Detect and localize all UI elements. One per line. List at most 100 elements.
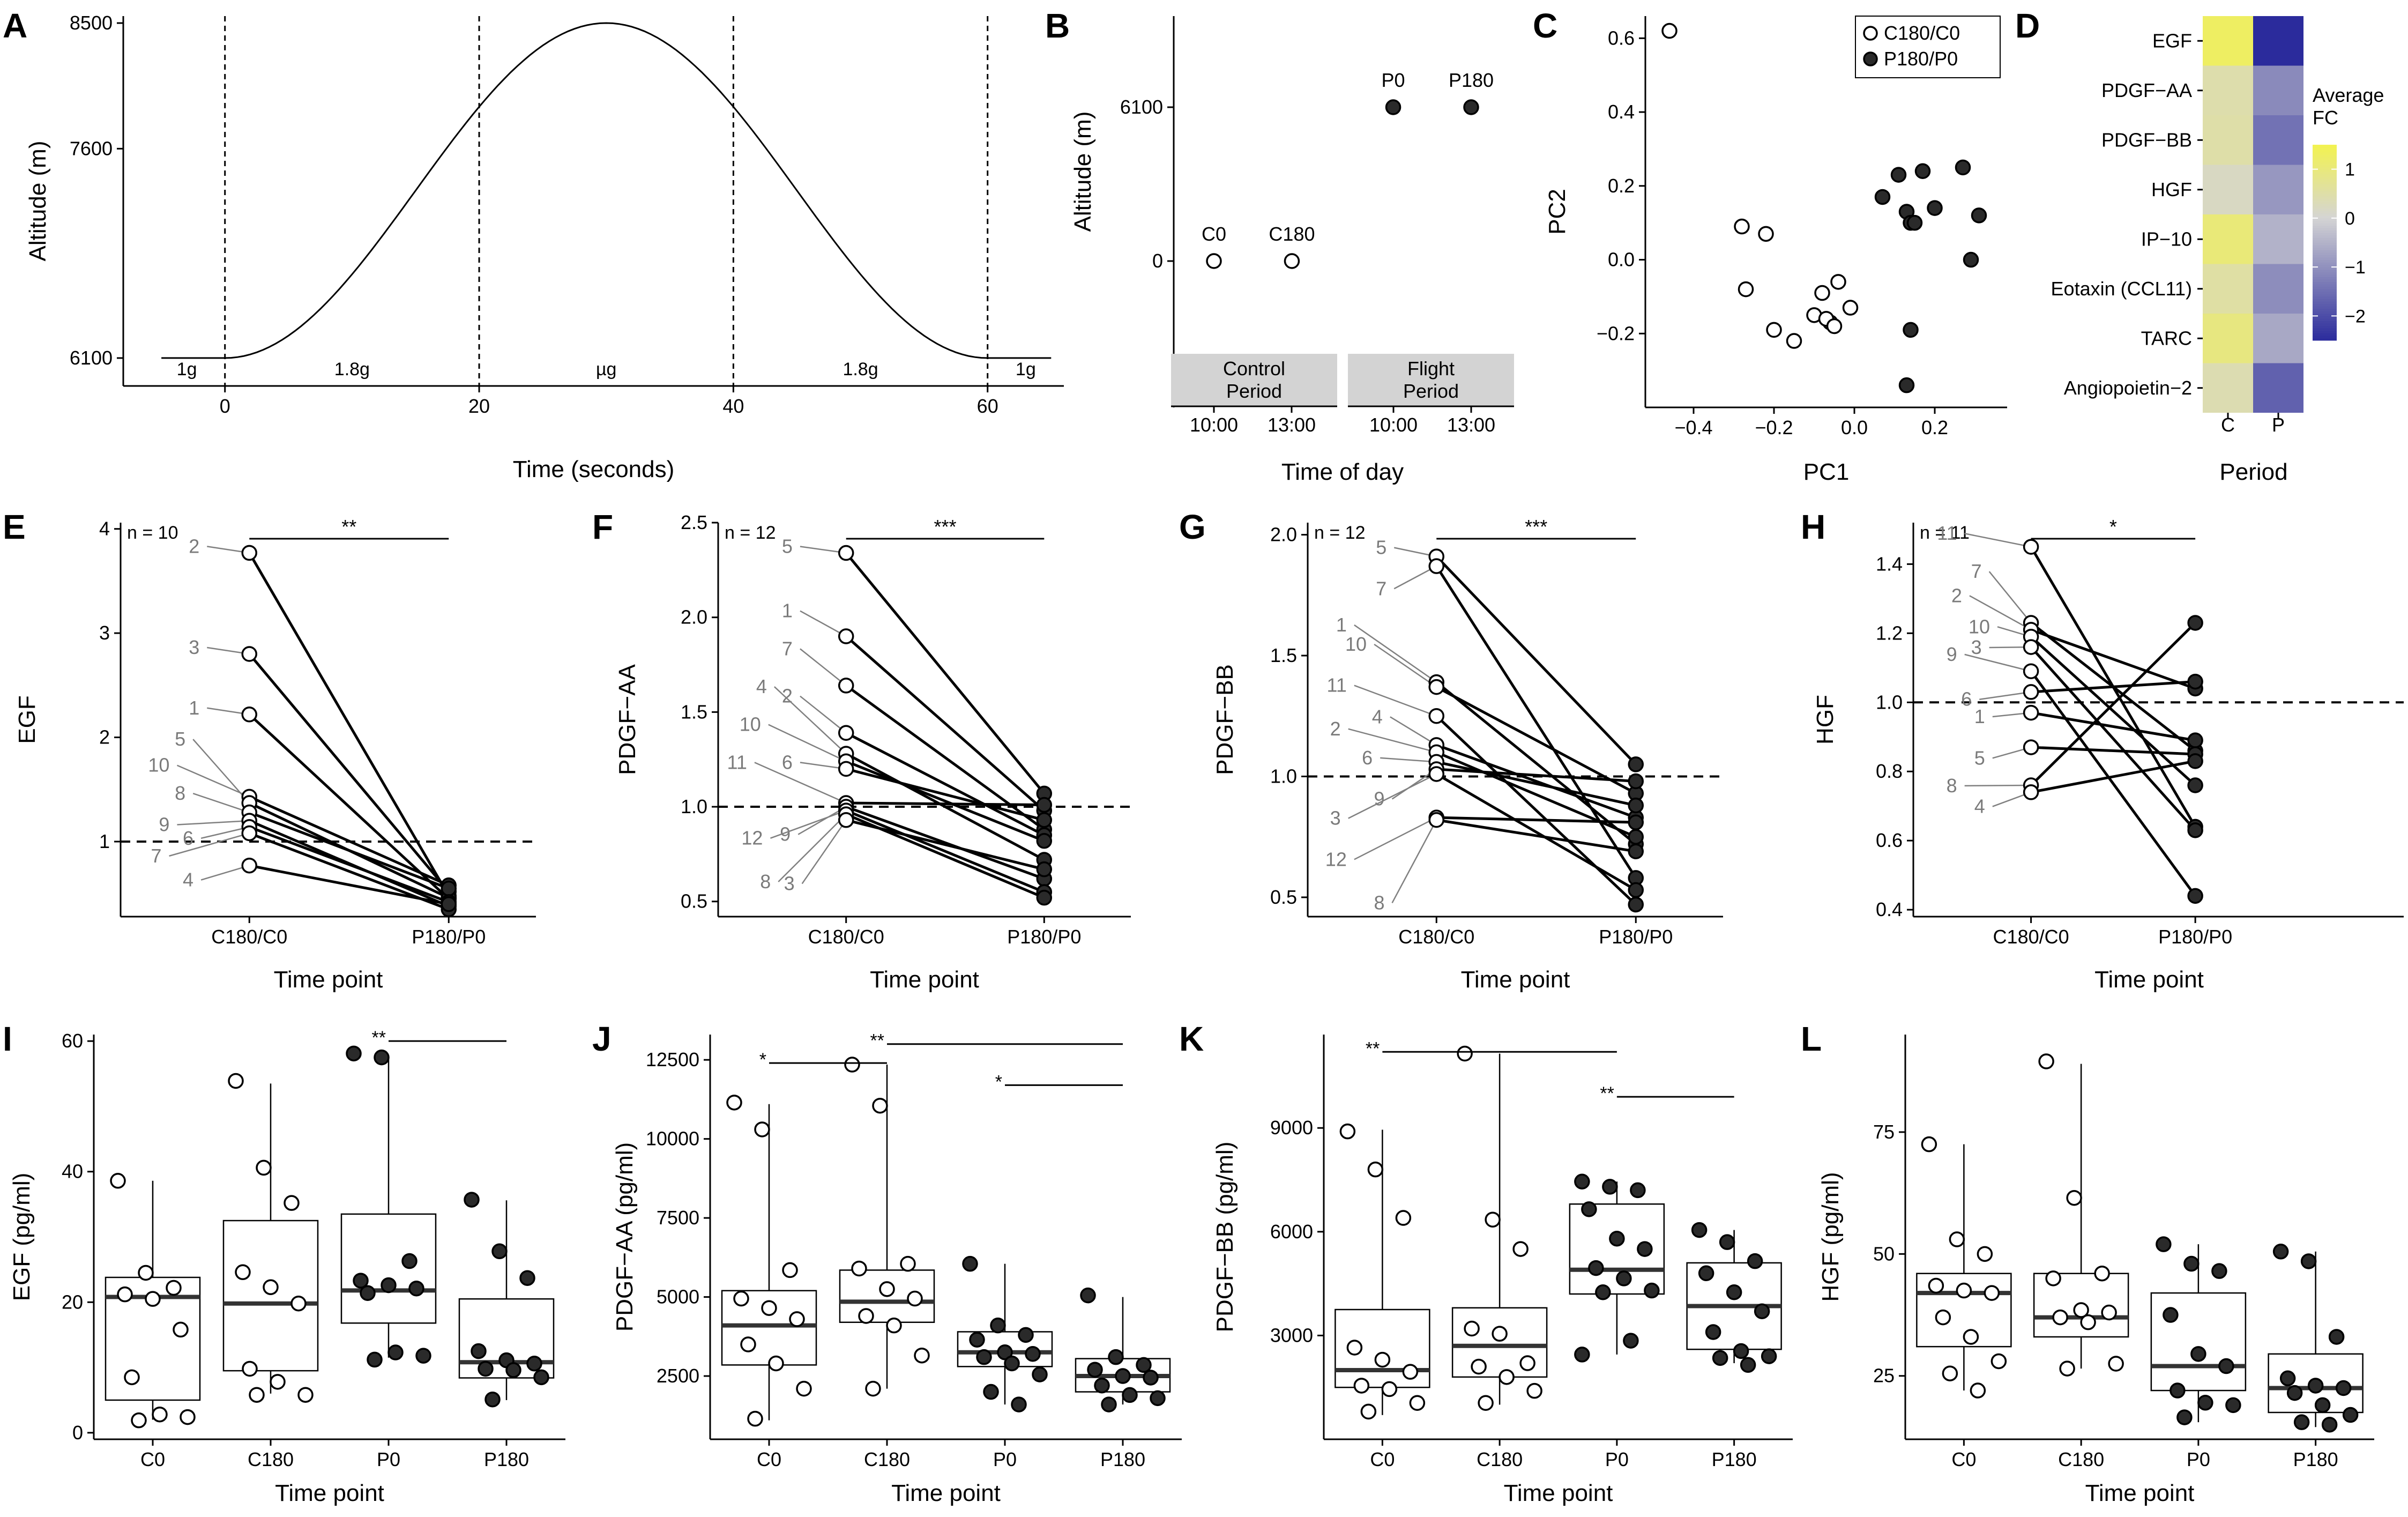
- pca-point-control: [1738, 281, 1754, 298]
- y-axis-title: HGF (pg/ml): [1817, 1172, 1844, 1302]
- colorbar-slice: [2313, 164, 2337, 167]
- sample-point: [152, 1406, 168, 1423]
- y-tick-label: 0: [1152, 250, 1163, 272]
- subject-line: [249, 795, 450, 887]
- ratio-point-control: [838, 678, 854, 694]
- x-axis-title: Time point: [1504, 1480, 1613, 1506]
- sample-point: [1990, 1353, 2007, 1370]
- label-leader-line: [778, 814, 847, 882]
- ratio-point-control: [838, 812, 854, 828]
- colorbar-slice: [2313, 181, 2337, 184]
- sample-size-label: n = 12: [725, 523, 776, 543]
- ratio-point-control: [1428, 708, 1444, 724]
- ratio-point-control: [838, 545, 854, 561]
- heatmap-cell: [2203, 165, 2253, 214]
- subject-line: [249, 864, 449, 906]
- colorbar-slice: [2313, 303, 2337, 307]
- subject-id-label: 5: [175, 728, 185, 750]
- x-tick-label: C180/C0: [808, 926, 884, 948]
- sample-point: [886, 1317, 902, 1334]
- subject-id-label: 6: [1362, 747, 1373, 769]
- ratio-point-flight: [1628, 843, 1644, 860]
- pca-point-flight: [1906, 214, 1923, 231]
- heatmap-cell: [2253, 363, 2303, 413]
- panel-f: F 0.5 1.0 1.5 2.0 2.5 C180/C0 P180/P0 *** n = 12 5…: [592, 508, 1131, 993]
- heatmap-cell: [2203, 264, 2253, 314]
- x-tick-label: C0: [757, 1448, 781, 1470]
- pca-point-flight: [1971, 207, 1987, 224]
- sample-point: [505, 1362, 521, 1378]
- significance-label: ***: [934, 516, 956, 538]
- sample-point: [1471, 1358, 1487, 1375]
- label-leader-line: [1964, 653, 2031, 672]
- ratio-point-flight: [1628, 829, 1644, 845]
- sample-point: [1581, 1201, 1597, 1217]
- subject-id-label: 4: [1372, 705, 1383, 727]
- y-tick-label: 75: [1873, 1121, 1895, 1143]
- significance-label: **: [372, 1028, 386, 1048]
- sample-point: [1464, 1320, 1480, 1337]
- label-leader-line: [1964, 533, 2031, 548]
- significance-label: *: [759, 1050, 766, 1070]
- colorbar-slice: [2313, 299, 2337, 302]
- sample-point: [138, 1265, 154, 1281]
- colorbar-slice: [2313, 203, 2337, 206]
- y-axis-title: PDGF−BB: [1212, 664, 1238, 775]
- g-level-label: 1g: [1016, 359, 1036, 380]
- x-tick-label: 10:00: [1190, 414, 1238, 436]
- label-leader-line: [1964, 784, 2031, 787]
- sample-point: [1984, 1285, 2000, 1301]
- colorbar-slice: [2313, 294, 2337, 297]
- sample-point: [844, 1057, 860, 1073]
- subject-line: [1435, 555, 1637, 765]
- subject-line: [845, 805, 1045, 880]
- panel-label-j: J: [592, 1020, 612, 1058]
- heatmap-cell: [2203, 16, 2253, 66]
- subject-id-label: 5: [782, 536, 793, 557]
- sample-point: [1977, 1246, 1993, 1262]
- subject-id-label: 9: [1374, 788, 1384, 810]
- sample-point: [1705, 1324, 1721, 1340]
- y-tick-label: 7500: [657, 1207, 699, 1229]
- label-leader-line: [1979, 691, 2031, 700]
- box-iqr: [2150, 1292, 2247, 1392]
- label-leader-line: [800, 648, 847, 686]
- sample-point: [374, 1049, 390, 1066]
- subject-id-label: 7: [1376, 577, 1386, 599]
- sample-point: [976, 1349, 992, 1365]
- x-tick-label: P0: [377, 1448, 400, 1470]
- sample-point: [1574, 1173, 1590, 1190]
- sample-point: [1942, 1365, 1958, 1381]
- x-tick-label: −0.4: [1674, 417, 1712, 438]
- label-leader-line: [800, 610, 847, 637]
- legend-marker: [1863, 26, 1878, 41]
- pca-point-control: [1786, 333, 1802, 349]
- colorbar-slice: [2313, 259, 2337, 263]
- heatmap-col-label: C: [2221, 414, 2235, 436]
- sample-point: [2197, 1395, 2213, 1411]
- sample-point: [969, 1332, 985, 1348]
- colorbar-slice: [2313, 191, 2337, 194]
- colorbar-slice: [2313, 200, 2337, 204]
- x-tick-label: P180: [1100, 1448, 1145, 1470]
- subject-id-label: 2: [1951, 584, 1962, 606]
- y-tick-label: 8500: [70, 12, 113, 34]
- sample-point: [1143, 1370, 1159, 1386]
- heatmap-cell: [2253, 214, 2303, 264]
- ratio-point-flight: [2187, 822, 2203, 838]
- subject-id-label: 6: [1961, 688, 1972, 710]
- g-level-label: 1g: [177, 359, 197, 380]
- panel-label-d: D: [2015, 6, 2040, 45]
- x-tick-label: P180/P0: [2158, 926, 2232, 948]
- y-tick-label: 0.8: [1876, 760, 1903, 782]
- colorbar-slice: [2313, 264, 2337, 267]
- ratio-point-control: [241, 825, 257, 842]
- colorbar-slice: [2313, 220, 2337, 224]
- sample-point: [1025, 1345, 1041, 1362]
- significance-label: ***: [1525, 516, 1547, 538]
- panel-label-f: F: [592, 508, 613, 546]
- sample-point: [2190, 1346, 2206, 1362]
- sample-point: [1754, 1303, 1770, 1319]
- panel-d: D EGF PDGF−AA PDGF−BB HGF IP−10 Eotaxin (CCL11…: [2015, 6, 2384, 485]
